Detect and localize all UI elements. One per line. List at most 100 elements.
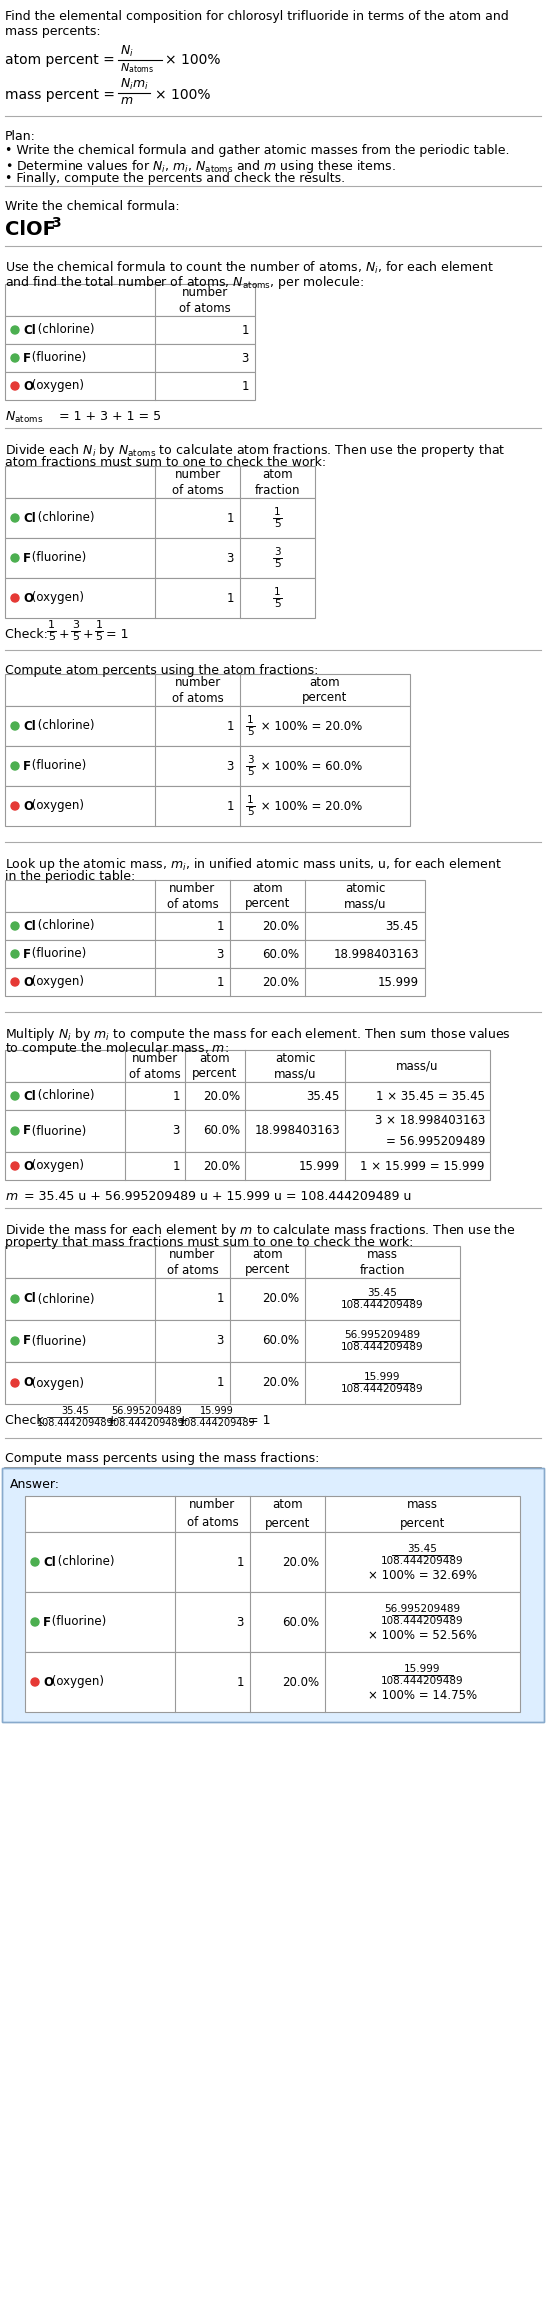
Text: 35.45: 35.45 bbox=[385, 920, 419, 932]
Text: percent: percent bbox=[192, 1067, 238, 1081]
Text: O: O bbox=[23, 976, 33, 988]
Circle shape bbox=[11, 978, 19, 985]
Text: 1 × 35.45 = 35.45: 1 × 35.45 = 35.45 bbox=[376, 1090, 485, 1102]
Text: (oxygen): (oxygen) bbox=[28, 1160, 85, 1174]
Text: 3: 3 bbox=[51, 216, 61, 230]
Text: Compute mass percents using the mass fractions:: Compute mass percents using the mass fra… bbox=[5, 1452, 319, 1464]
Text: 35.45: 35.45 bbox=[307, 1090, 340, 1102]
Text: mass: mass bbox=[407, 1499, 438, 1511]
Text: 1: 1 bbox=[217, 976, 224, 988]
Text: number: number bbox=[132, 1050, 178, 1064]
Text: +: + bbox=[107, 1413, 117, 1427]
Text: mass/u: mass/u bbox=[396, 1060, 439, 1071]
Text: $m$: $m$ bbox=[5, 1190, 19, 1204]
Text: 1: 1 bbox=[274, 507, 281, 516]
Text: 5: 5 bbox=[247, 767, 254, 776]
Text: in the periodic table:: in the periodic table: bbox=[5, 869, 135, 883]
Text: 1: 1 bbox=[96, 621, 103, 630]
Text: $N_i m_i$: $N_i m_i$ bbox=[120, 77, 149, 93]
Bar bbox=[5, 1362, 460, 1404]
Text: 5: 5 bbox=[274, 560, 281, 569]
Text: Cl: Cl bbox=[23, 1090, 35, 1102]
Circle shape bbox=[11, 514, 19, 523]
Text: mass percents:: mass percents: bbox=[5, 26, 100, 37]
Text: number: number bbox=[174, 676, 221, 688]
Text: of atoms: of atoms bbox=[167, 1264, 218, 1276]
Circle shape bbox=[11, 1092, 19, 1099]
Text: 1: 1 bbox=[227, 511, 234, 525]
Text: of atoms: of atoms bbox=[129, 1067, 181, 1081]
Bar bbox=[2, 1469, 544, 1722]
Text: 60.0%: 60.0% bbox=[262, 948, 299, 960]
Circle shape bbox=[11, 1378, 19, 1387]
Text: 3: 3 bbox=[242, 351, 249, 365]
Text: 15.999: 15.999 bbox=[299, 1160, 340, 1174]
Text: 108.444209489: 108.444209489 bbox=[108, 1418, 185, 1427]
Circle shape bbox=[11, 923, 19, 930]
Text: • Finally, compute the percents and check the results.: • Finally, compute the percents and chec… bbox=[5, 172, 345, 186]
Bar bbox=[5, 939, 425, 969]
Text: F: F bbox=[23, 1334, 31, 1348]
Text: 1: 1 bbox=[247, 795, 254, 804]
Text: of atoms: of atoms bbox=[187, 1518, 239, 1529]
Text: percent: percent bbox=[302, 693, 348, 704]
Text: percent: percent bbox=[245, 1264, 290, 1276]
Text: atom: atom bbox=[272, 1499, 303, 1511]
Text: number: number bbox=[174, 467, 221, 481]
Text: 1: 1 bbox=[217, 920, 224, 932]
Bar bbox=[5, 969, 425, 997]
Text: atom: atom bbox=[252, 881, 283, 895]
Text: 1 × 15.999 = 15.999: 1 × 15.999 = 15.999 bbox=[360, 1160, 485, 1174]
Circle shape bbox=[11, 1127, 19, 1134]
Text: (chlorine): (chlorine) bbox=[34, 720, 94, 732]
Text: 3: 3 bbox=[247, 755, 254, 765]
Bar bbox=[5, 1278, 460, 1320]
Text: O: O bbox=[23, 1160, 33, 1174]
Bar bbox=[5, 1320, 460, 1362]
Text: (fluorine): (fluorine) bbox=[49, 1615, 107, 1629]
Text: percent: percent bbox=[245, 897, 290, 911]
Circle shape bbox=[11, 381, 19, 390]
Text: Divide each $N_i$ by $N_\mathrm{atoms}$ to calculate atom fractions. Then use th: Divide each $N_i$ by $N_\mathrm{atoms}$ … bbox=[5, 442, 506, 460]
Text: 108.444209489: 108.444209489 bbox=[341, 1385, 424, 1394]
Text: 35.45: 35.45 bbox=[62, 1406, 89, 1415]
Text: Plan:: Plan: bbox=[5, 130, 36, 144]
Text: (fluorine): (fluorine) bbox=[28, 351, 87, 365]
Text: (chlorine): (chlorine) bbox=[34, 1090, 94, 1102]
Text: × 100% = 60.0%: × 100% = 60.0% bbox=[257, 760, 362, 772]
Text: F: F bbox=[23, 551, 31, 565]
Text: 18.998403163: 18.998403163 bbox=[254, 1125, 340, 1136]
Text: (fluorine): (fluorine) bbox=[28, 551, 87, 565]
Text: 20.0%: 20.0% bbox=[262, 1292, 299, 1306]
Text: 5: 5 bbox=[72, 632, 79, 641]
Bar bbox=[25, 1652, 520, 1713]
Text: Cl: Cl bbox=[23, 1292, 35, 1306]
Bar bbox=[25, 1497, 520, 1532]
Text: 108.444209489: 108.444209489 bbox=[37, 1418, 114, 1427]
Text: 1: 1 bbox=[241, 323, 249, 337]
Text: 35.45: 35.45 bbox=[407, 1543, 437, 1555]
Text: 60.0%: 60.0% bbox=[203, 1125, 240, 1136]
Text: Cl: Cl bbox=[23, 920, 35, 932]
Text: 1: 1 bbox=[173, 1160, 180, 1174]
Text: (oxygen): (oxygen) bbox=[28, 593, 85, 604]
Text: (oxygen): (oxygen) bbox=[28, 976, 85, 988]
Text: × 100% = 20.0%: × 100% = 20.0% bbox=[257, 799, 362, 813]
Circle shape bbox=[11, 353, 19, 363]
Bar bbox=[5, 881, 425, 911]
Text: Multiply $N_i$ by $m_i$ to compute the mass for each element. Then sum those val: Multiply $N_i$ by $m_i$ to compute the m… bbox=[5, 1025, 511, 1043]
Text: F: F bbox=[23, 1125, 31, 1136]
Text: = 1: = 1 bbox=[248, 1413, 271, 1427]
Bar bbox=[5, 316, 255, 344]
Text: Check:: Check: bbox=[5, 1413, 52, 1427]
Text: 5: 5 bbox=[274, 518, 281, 530]
Text: • Write the chemical formula and gather atomic masses from the periodic table.: • Write the chemical formula and gather … bbox=[5, 144, 509, 158]
Text: 3: 3 bbox=[173, 1125, 180, 1136]
Text: Check:: Check: bbox=[5, 627, 52, 641]
Text: (oxygen): (oxygen) bbox=[28, 379, 85, 393]
Bar bbox=[5, 537, 315, 579]
Text: = 1 + 3 + 1 = 5: = 1 + 3 + 1 = 5 bbox=[55, 409, 161, 423]
Text: number: number bbox=[169, 881, 216, 895]
Text: 1: 1 bbox=[217, 1292, 224, 1306]
Text: Cl: Cl bbox=[23, 511, 35, 525]
